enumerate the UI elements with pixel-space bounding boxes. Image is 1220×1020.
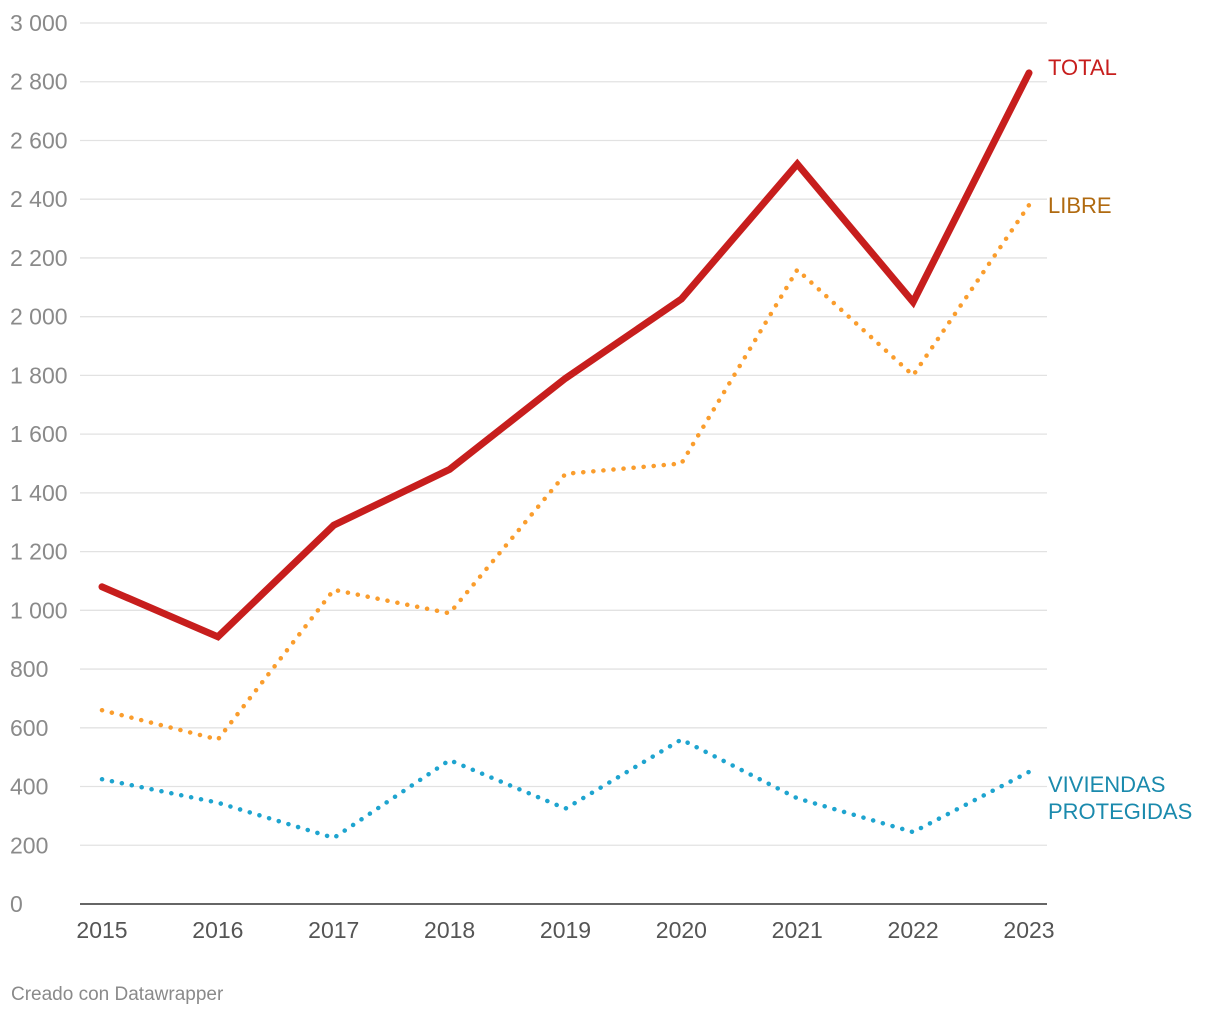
series-line-viviendas-protegidas (99, 736, 1032, 841)
y-tick-label: 2 600 (10, 127, 68, 153)
y-tick-label: 2 400 (10, 186, 68, 212)
y-tick-label: 800 (10, 656, 48, 682)
x-tick-label: 2022 (888, 917, 939, 943)
y-tick-label: 400 (10, 774, 48, 800)
y-tick-label: 2 200 (10, 245, 68, 271)
y-axis-ticks: 0 200 400 600 800 1 000 1 200 1 400 1 600 1 800 2 … (10, 10, 68, 917)
y-tick-label: 1 000 (10, 597, 68, 623)
line-chart: 0 200 400 600 800 1 000 1 200 1 400 1 600 1 800 2 … (10, 10, 1192, 943)
series-label: VIVIENDAS PROTEGIDAS (1048, 772, 1192, 824)
grid-lines (80, 22, 1047, 846)
footer-credit: Creado con Datawrapper (11, 984, 224, 1005)
x-axis-ticks: 2015 2016 2017 2018 2019 2020 2021 2022 2023 (76, 917, 1054, 943)
x-tick-label: 2021 (772, 917, 823, 943)
y-tick-label: 2 800 (10, 69, 68, 95)
x-tick-label: 2020 (656, 917, 707, 943)
x-tick-label: 2019 (540, 917, 591, 943)
y-tick-label: 0 (10, 891, 23, 917)
y-tick-label: 3 000 (10, 10, 68, 36)
series-labels: LIBRE VIVIENDAS PROTEGIDAS TOTAL (1048, 55, 1192, 824)
series-line-libre (99, 202, 1032, 743)
y-tick-label: 600 (10, 715, 48, 741)
series-lines (98, 69, 1033, 841)
y-tick-label: 2 000 (10, 304, 68, 330)
y-tick-label: 1 600 (10, 421, 68, 447)
y-tick-label: 200 (10, 832, 48, 858)
x-tick-label: 2018 (424, 917, 475, 943)
y-tick-label: 1 800 (10, 362, 68, 388)
x-tick-label: 2015 (76, 917, 127, 943)
series-label: TOTAL (1048, 55, 1117, 80)
series-label: LIBRE (1048, 193, 1112, 218)
y-tick-label: 1 200 (10, 539, 68, 565)
x-tick-label: 2023 (1003, 917, 1054, 943)
x-tick-label: 2016 (192, 917, 243, 943)
x-tick-label: 2017 (308, 917, 359, 943)
y-tick-label: 1 400 (10, 480, 68, 506)
series-line-total (98, 69, 1033, 641)
